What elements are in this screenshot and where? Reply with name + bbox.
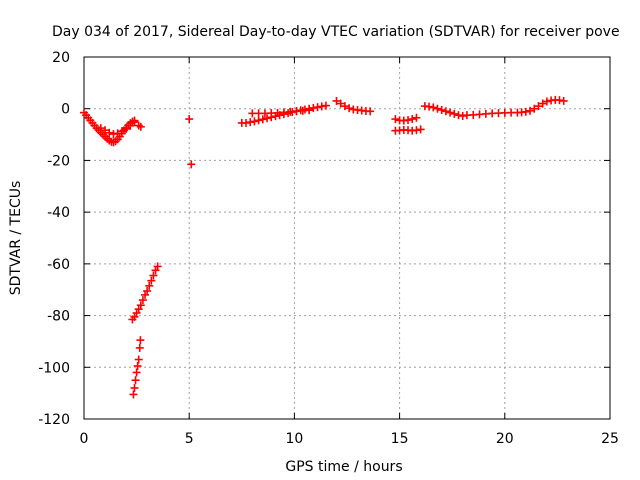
data-point	[521, 107, 530, 116]
data-point	[321, 101, 330, 110]
data-point	[185, 115, 194, 124]
data-point	[340, 102, 349, 111]
y-tick-label: -80	[47, 309, 70, 325]
y-tick-label: 0	[61, 102, 70, 118]
data-point	[526, 106, 535, 115]
data-point	[143, 287, 152, 296]
data-point	[149, 271, 158, 280]
data-point	[136, 336, 145, 345]
data-point	[391, 115, 400, 124]
y-tick-label: -100	[38, 360, 70, 376]
chart-title: Day 034 of 2017, Sidereal Day-to-day VTE…	[52, 24, 620, 40]
data-point	[117, 127, 126, 136]
data-point	[134, 355, 143, 364]
data-point	[408, 115, 417, 124]
data-point	[258, 115, 267, 124]
data-point	[433, 104, 442, 113]
data-point	[105, 128, 114, 137]
data-point	[336, 99, 345, 108]
data-point	[126, 121, 135, 130]
x-tick-label: 10	[285, 431, 303, 447]
data-point	[135, 343, 144, 352]
data-point	[345, 104, 354, 113]
y-tick-label: -120	[38, 412, 70, 428]
data-point	[404, 116, 413, 125]
y-tick-label: 20	[52, 50, 70, 66]
data-point	[113, 129, 122, 138]
data-point	[450, 109, 459, 118]
data-point	[147, 276, 156, 285]
data-point	[187, 160, 196, 169]
data-point	[131, 376, 140, 385]
data-point	[250, 117, 259, 126]
data-point	[263, 114, 272, 123]
data-point	[305, 106, 314, 115]
data-point	[132, 368, 141, 377]
data-points	[80, 95, 568, 399]
data-point	[122, 124, 131, 133]
data-point	[153, 262, 162, 271]
y-tick-label: -20	[47, 153, 70, 169]
data-point	[534, 102, 543, 111]
data-point	[542, 97, 551, 106]
axis-ticks: 0 5 10 15 20 25 -120 -100 -80 -60 -40 -20 0 20	[38, 50, 619, 447]
x-tick-label: 20	[496, 431, 514, 447]
data-point	[441, 107, 450, 116]
data-point	[416, 125, 425, 134]
x-axis-label: GPS time / hours	[285, 459, 402, 475]
data-point	[429, 103, 438, 112]
data-point	[130, 383, 139, 392]
data-point	[129, 390, 138, 399]
data-point	[130, 118, 139, 127]
data-point	[101, 126, 110, 135]
plot-frame	[83, 56, 611, 420]
x-tick-label: 25	[601, 431, 619, 447]
data-point	[138, 296, 147, 305]
data-point	[366, 107, 375, 116]
data-point	[437, 106, 446, 115]
x-tick-label: 15	[391, 431, 409, 447]
data-point	[538, 99, 547, 108]
data-point	[136, 301, 145, 310]
data-point	[136, 122, 145, 131]
data-point	[446, 108, 455, 117]
x-tick-label: 0	[80, 431, 89, 447]
y-tick-label: -60	[47, 257, 70, 273]
data-point	[559, 96, 568, 105]
y-tick-label: -40	[47, 205, 70, 221]
data-point	[412, 113, 421, 122]
data-point	[530, 104, 539, 113]
x-tick-label: 5	[185, 431, 194, 447]
data-point	[145, 281, 154, 290]
data-point	[254, 116, 263, 125]
data-point	[332, 96, 341, 105]
data-point	[133, 361, 142, 370]
data-point	[96, 124, 105, 133]
y-axis-label: SDTVAR / TECUs	[8, 181, 24, 296]
